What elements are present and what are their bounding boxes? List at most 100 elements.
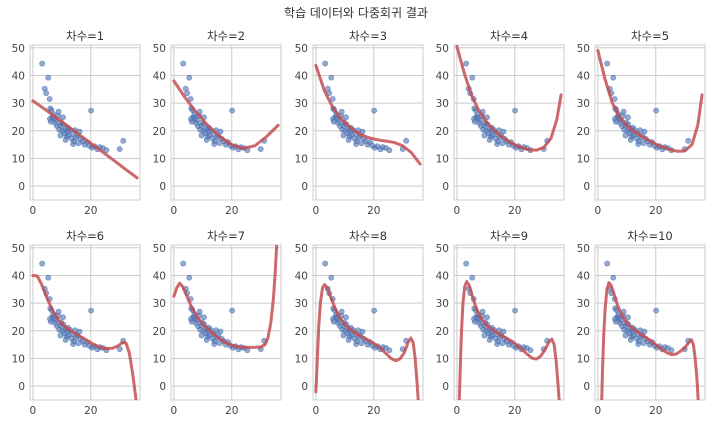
x-tick-label: 0 <box>454 205 461 217</box>
y-tick-label: 50 <box>577 243 590 255</box>
plot-area-frame <box>594 44 706 201</box>
subplot-degree-6: 0 20 0 10 20 30 40 50 차수=6 <box>12 229 141 417</box>
data-point <box>120 137 127 144</box>
plot-area-frame <box>29 244 141 401</box>
plot-area-frame <box>453 44 565 201</box>
y-tick-label: 0 <box>442 381 449 393</box>
data-point <box>55 308 62 315</box>
data-point <box>39 60 46 67</box>
x-tick-label: 0 <box>595 205 602 217</box>
data-point <box>527 347 534 354</box>
data-point <box>211 341 218 347</box>
data-point <box>60 114 66 121</box>
data-point <box>211 141 218 147</box>
data-point <box>229 307 235 314</box>
y-tick-label: 50 <box>436 43 449 55</box>
data-point <box>57 132 64 139</box>
y-tick-label: 0 <box>583 181 590 193</box>
x-tick-label: 20 <box>649 205 662 217</box>
data-point <box>479 308 486 315</box>
data-point <box>512 107 518 114</box>
y-tick-label: 50 <box>12 43 25 55</box>
y-tick-label: 40 <box>295 270 308 282</box>
plot-area-frame <box>170 244 282 401</box>
y-tick-label: 20 <box>577 326 590 338</box>
y-tick-label: 10 <box>295 153 308 165</box>
y-tick-label: 30 <box>153 98 166 110</box>
data-point <box>620 108 627 115</box>
y-tick-label: 10 <box>577 353 590 365</box>
y-tick-label: 50 <box>295 243 308 255</box>
subplot-title: 차수=2 <box>207 29 245 43</box>
data-point <box>43 90 50 97</box>
subplot-title: 차수=3 <box>349 29 387 43</box>
subplot-degree-7: 0 20 0 10 20 30 40 50 차수=7 <box>153 229 282 417</box>
plot-marks <box>314 260 420 400</box>
figure-title: 학습 데이터와 다중회귀 결과 <box>284 6 428 20</box>
y-tick-label: 30 <box>295 298 308 310</box>
data-point <box>186 74 193 81</box>
y-tick-label: 10 <box>12 353 25 365</box>
data-point <box>353 341 360 347</box>
y-tick-label: 50 <box>153 43 166 55</box>
data-point <box>103 147 110 154</box>
data-point <box>653 307 659 314</box>
data-point <box>386 347 393 354</box>
subplot-title: 차수=1 <box>66 29 104 43</box>
y-tick-label: 40 <box>153 70 166 82</box>
y-tick-label: 40 <box>153 270 166 282</box>
plot-marks <box>172 245 279 354</box>
data-point <box>469 274 476 281</box>
data-point <box>604 60 611 67</box>
y-tick-label: 30 <box>436 298 449 310</box>
data-point <box>486 337 493 343</box>
y-tick-label: 50 <box>436 243 449 255</box>
data-point <box>187 96 194 102</box>
data-point <box>494 141 501 147</box>
data-point <box>88 307 94 314</box>
subplot-title: 차수=4 <box>490 29 528 43</box>
data-point <box>57 332 64 339</box>
subplot-title: 차수=10 <box>627 229 672 243</box>
data-point <box>60 314 66 321</box>
y-tick-label: 0 <box>301 181 308 193</box>
x-tick-label: 20 <box>649 405 662 417</box>
y-tick-label: 10 <box>153 153 166 165</box>
y-tick-label: 0 <box>442 181 449 193</box>
y-tick-label: 50 <box>12 243 25 255</box>
x-tick-label: 20 <box>225 205 238 217</box>
plot-area-frame <box>29 44 141 201</box>
y-tick-label: 30 <box>153 298 166 310</box>
data-point <box>635 341 642 347</box>
x-tick-label: 20 <box>367 205 380 217</box>
x-tick-label: 20 <box>225 405 238 417</box>
y-tick-label: 50 <box>153 243 166 255</box>
data-point <box>463 260 470 267</box>
subplot-degree-10: 0 20 0 10 20 30 40 50 차수=10 <box>577 229 706 417</box>
regression-curve-degree-3 <box>314 63 422 166</box>
data-point <box>180 260 187 267</box>
data-point <box>345 137 352 143</box>
data-point <box>184 90 191 97</box>
subplot-title: 차수=6 <box>66 229 104 243</box>
data-point <box>668 347 675 354</box>
plot-marks <box>172 60 280 154</box>
data-point <box>70 341 77 347</box>
x-tick-label: 0 <box>313 405 320 417</box>
x-tick-label: 20 <box>367 405 380 417</box>
data-point <box>322 260 329 267</box>
data-point <box>345 337 352 343</box>
subplot-title: 차수=8 <box>349 229 387 243</box>
y-tick-label: 20 <box>436 126 449 138</box>
data-point <box>198 332 205 339</box>
y-tick-label: 10 <box>12 153 25 165</box>
data-point <box>45 74 52 81</box>
plot-marks <box>314 60 422 166</box>
data-point <box>653 107 659 114</box>
y-tick-label: 30 <box>436 98 449 110</box>
y-tick-label: 10 <box>577 153 590 165</box>
y-tick-label: 0 <box>583 381 590 393</box>
x-tick-label: 20 <box>508 205 521 217</box>
data-point <box>198 132 205 139</box>
y-tick-label: 0 <box>159 181 166 193</box>
